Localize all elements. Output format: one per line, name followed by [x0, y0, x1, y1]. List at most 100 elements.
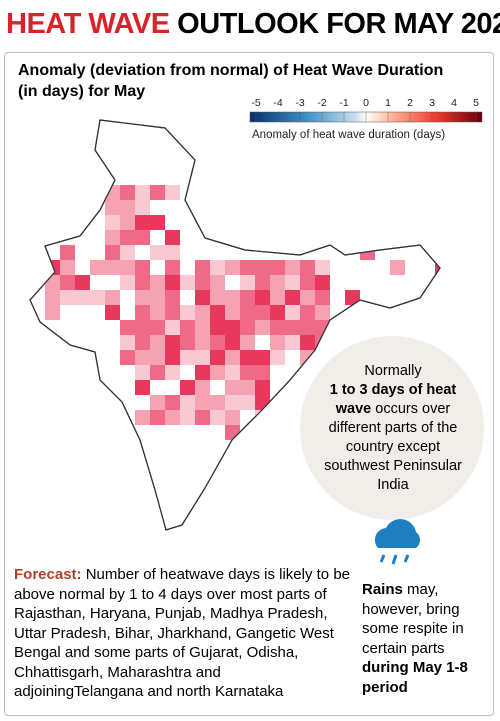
anomaly-cell [345, 170, 360, 185]
anomaly-cell [240, 275, 255, 290]
anomaly-cell [195, 335, 210, 350]
anomaly-cell [300, 290, 315, 305]
anomaly-cell [225, 365, 240, 380]
anomaly-cell [135, 230, 150, 245]
anomaly-cell [75, 455, 90, 470]
anomaly-cell [150, 215, 165, 230]
callout-text: occurs over different parts of the count… [324, 401, 462, 493]
anomaly-cell [195, 290, 210, 305]
anomaly-cell [135, 335, 150, 350]
anomaly-cell [180, 335, 195, 350]
anomaly-cell [120, 335, 135, 350]
anomaly-cell [270, 275, 285, 290]
subtitle: Anomaly (deviation from normal) of Heat … [18, 62, 444, 100]
anomaly-cell [195, 275, 210, 290]
colorbar-tick-label: -1 [339, 97, 348, 109]
anomaly-cell [90, 260, 105, 275]
anomaly-cell [180, 275, 195, 290]
anomaly-cell [315, 290, 330, 305]
anomaly-cell [240, 305, 255, 320]
rains-bold: during May 1-8 period [362, 659, 468, 696]
anomaly-cell [165, 260, 180, 275]
colorbar-tick-label: 0 [363, 97, 369, 109]
anomaly-cell [225, 470, 240, 485]
anomaly-cell [150, 185, 165, 200]
colorbar-tick-label: -5 [251, 97, 260, 109]
anomaly-cell [120, 215, 135, 230]
anomaly-cell [255, 290, 270, 305]
anomaly-cell [255, 260, 270, 275]
anomaly-cell [195, 395, 210, 410]
anomaly-cell [285, 335, 300, 350]
anomaly-cell [75, 530, 90, 545]
anomaly-cell [255, 365, 270, 380]
anomaly-cell [225, 380, 240, 395]
anomaly-cell [210, 410, 225, 425]
anomaly-cell [210, 395, 225, 410]
anomaly-cell [105, 185, 120, 200]
anomaly-cell [60, 245, 75, 260]
anomaly-cell [390, 260, 405, 275]
anomaly-cell [360, 185, 375, 200]
anomaly-cell [150, 275, 165, 290]
colorbar-tick-label: 5 [473, 97, 479, 109]
anomaly-cell [165, 365, 180, 380]
anomaly-cell [105, 245, 120, 260]
anomaly-cell [255, 395, 270, 410]
anomaly-cell [375, 200, 390, 215]
anomaly-cell [120, 350, 135, 365]
anomaly-cell [165, 230, 180, 245]
anomaly-cell [75, 275, 90, 290]
anomaly-cell [300, 335, 315, 350]
anomaly-cell [195, 410, 210, 425]
anomaly-cell [300, 260, 315, 275]
anomaly-cell [315, 260, 330, 275]
anomaly-cell [105, 230, 120, 245]
anomaly-cell [75, 290, 90, 305]
anomaly-cell [135, 320, 150, 335]
anomaly-cell [120, 200, 135, 215]
colorbar-tick-label: 3 [429, 97, 435, 109]
rains: Rains may, however, bring some respite i… [362, 580, 482, 697]
anomaly-cell [315, 320, 330, 335]
anomaly-cell [60, 290, 75, 305]
anomaly-cell [105, 200, 120, 215]
colorbar-tick-label: -3 [295, 97, 304, 109]
anomaly-cell [60, 515, 75, 530]
anomaly-cell [225, 350, 240, 365]
anomaly-cell [150, 530, 165, 545]
anomaly-cell [225, 320, 240, 335]
anomaly-cell [225, 500, 240, 515]
anomaly-cell [135, 380, 150, 395]
anomaly-cell [225, 425, 240, 440]
anomaly-cell [255, 350, 270, 365]
anomaly-cell [30, 230, 45, 245]
title-highlight: HEAT WAVE [6, 8, 170, 40]
anomaly-cell [120, 230, 135, 245]
anomaly-cell [165, 410, 180, 425]
anomaly-cell [135, 200, 150, 215]
anomaly-cell [225, 305, 240, 320]
anomaly-cell [270, 305, 285, 320]
anomaly-cell [180, 305, 195, 320]
anomaly-cell [195, 260, 210, 275]
anomaly-cell [210, 350, 225, 365]
anomaly-cell [195, 320, 210, 335]
anomaly-cell [195, 305, 210, 320]
anomaly-cell [255, 305, 270, 320]
anomaly-cell [135, 185, 150, 200]
anomaly-cell [240, 380, 255, 395]
anomaly-cell [180, 350, 195, 365]
title-rest: OUTLOOK FOR MAY 2025 [177, 8, 500, 40]
anomaly-cell [120, 275, 135, 290]
anomaly-cell [255, 380, 270, 395]
anomaly-cell [180, 380, 195, 395]
anomaly-cell [255, 200, 270, 215]
anomaly-cell [195, 350, 210, 365]
anomaly-cell [180, 395, 195, 410]
anomaly-cell [300, 320, 315, 335]
anomaly-cell [240, 455, 255, 470]
anomaly-cell [165, 305, 180, 320]
